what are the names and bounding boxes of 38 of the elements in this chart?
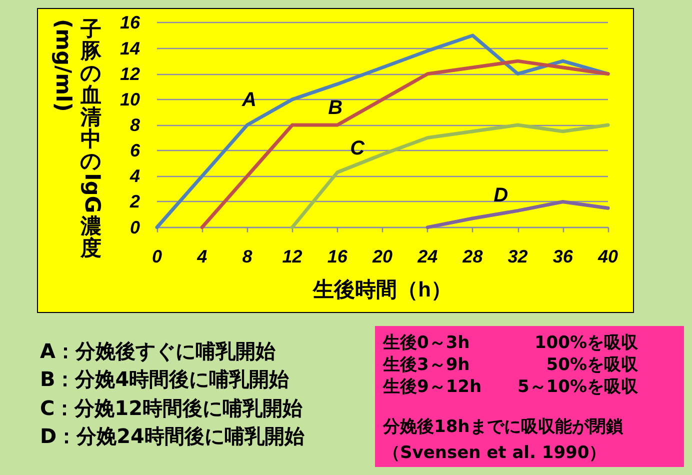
y-tick-label: 8: [130, 115, 140, 135]
text: 生後9～12h: [383, 376, 482, 398]
x-tick-label: 32: [508, 246, 528, 266]
text: 50%を吸収: [546, 354, 638, 376]
y-tick-label: 4: [128, 166, 140, 186]
text: D：分娩24時間後に哺乳開始: [40, 422, 304, 450]
line-series: [200, 59, 610, 230]
x-tick-label: 28: [462, 246, 483, 266]
y-tick-label: 12: [120, 64, 140, 84]
text: A：分娩後すぐに哺乳開始: [40, 338, 276, 365]
line-series: [426, 200, 610, 230]
y-tick-label: 10: [120, 89, 140, 110]
x-tick-label: 4: [196, 246, 208, 266]
y-tick-label: 6: [130, 140, 141, 161]
x-tick-label: 8: [242, 246, 252, 266]
x-tick-label: 12: [282, 246, 302, 266]
text: 生後0～3h: [383, 332, 470, 354]
text: （Svensen et al. 1990）: [383, 442, 606, 464]
y-tick-label: 16: [120, 12, 141, 33]
text: B：分娩4時間後に哺乳開始: [40, 366, 290, 394]
line-series: [155, 34, 610, 230]
x-tick-label: 0: [152, 246, 162, 266]
x-tick-label: 36: [552, 246, 574, 266]
text: 100%を吸収: [534, 332, 638, 354]
text: 5～10%を吸収: [517, 376, 638, 398]
y-tick-label: 0: [130, 217, 140, 238]
y-tick-label: 2: [128, 192, 140, 212]
line-series: [290, 123, 610, 230]
series-label: B: [328, 97, 343, 119]
x-tick-label: 40: [596, 246, 618, 266]
text: 生後3～9h: [383, 354, 470, 376]
x-tick-label: 24: [416, 246, 438, 266]
x-tick-label: 20: [371, 246, 393, 266]
y-tick-label: 14: [120, 38, 140, 58]
text: C：分娩12時間後に哺乳開始: [40, 394, 304, 422]
x-tick-label: 16: [327, 246, 348, 266]
x-axis-title: 生後時間（h）: [312, 278, 452, 302]
text: 分娩後18hまでに吸収能が閉鎖: [383, 416, 623, 438]
